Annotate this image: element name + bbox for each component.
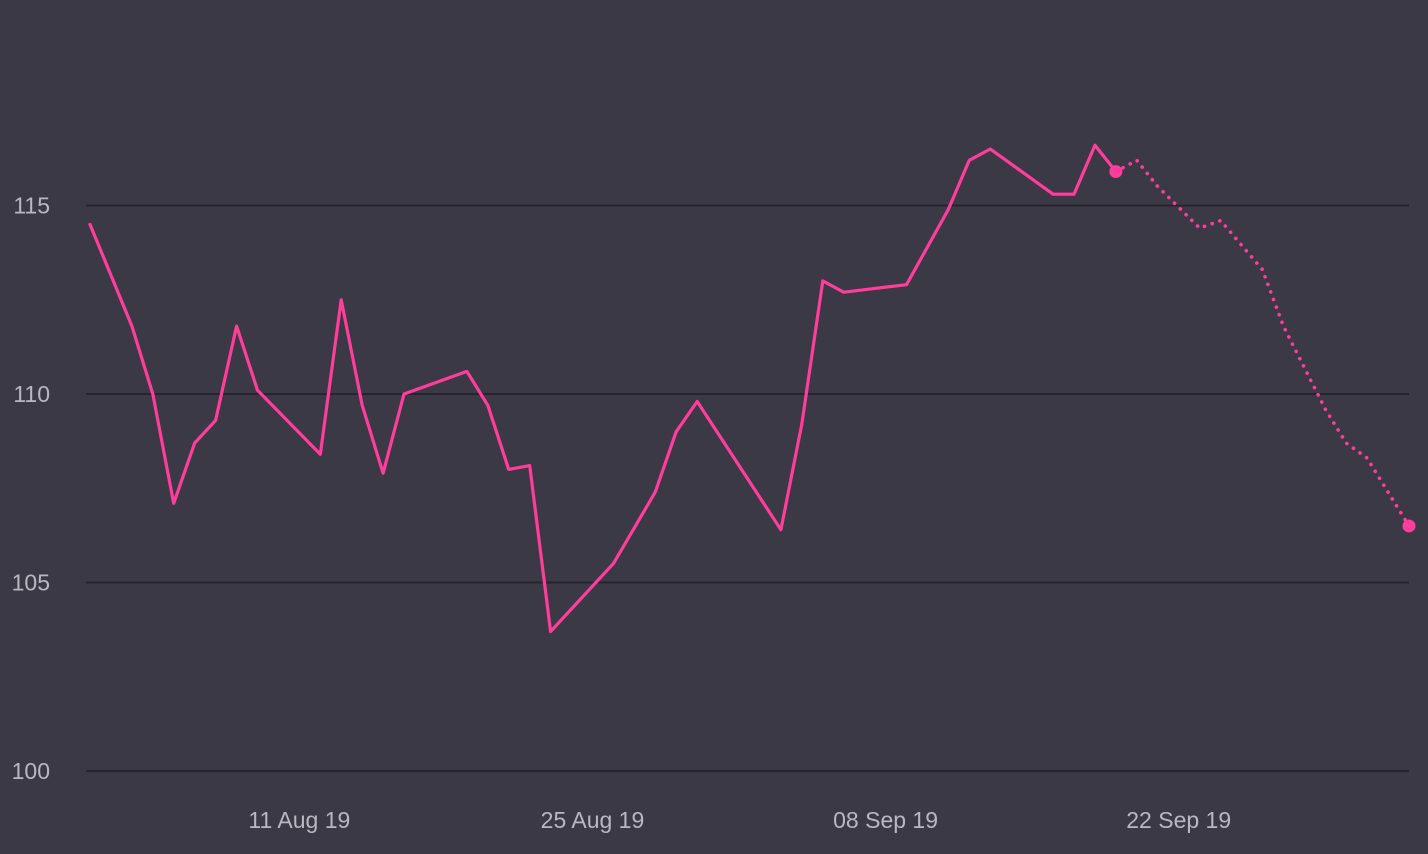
series-1-end-marker — [1402, 519, 1416, 533]
x-tick-label-2019-08-25: 25 Aug 19 — [541, 807, 645, 833]
series-1-dotted-line — [1114, 158, 1411, 528]
y-tick-label-110: 110 — [13, 381, 50, 407]
y-tick-label-115: 115 — [13, 193, 50, 219]
x-tick-label-2019-09-08: 08 Sep 19 — [833, 807, 938, 833]
x-tick-label-2019-08-11: 11 Aug 19 — [248, 807, 350, 833]
series-0-end-marker — [1109, 165, 1123, 179]
series-markers — [1109, 165, 1416, 533]
x-tick-label-2019-09-22: 22 Sep 19 — [1126, 807, 1231, 833]
series-0-solid-line — [88, 143, 1118, 634]
y-tick-label-105: 105 — [12, 570, 50, 596]
series-lines — [88, 143, 1411, 634]
gridlines — [86, 204, 1409, 772]
y-axis-tick-labels: 100 105 110 115 — [12, 193, 50, 785]
y-tick-label-100: 100 — [12, 758, 50, 784]
x-axis-tick-labels: 11 Aug 19 25 Aug 19 08 Sep 19 22 Sep 19 — [248, 807, 1231, 833]
